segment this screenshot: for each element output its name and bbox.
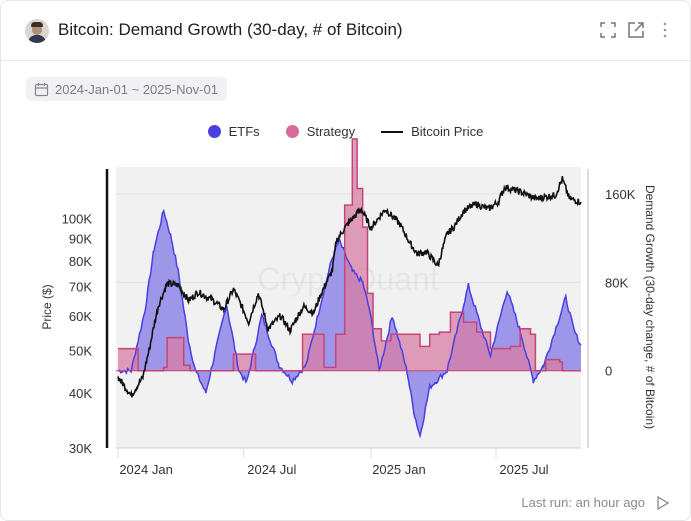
left-tick-label: 60K	[69, 309, 92, 324]
x-tick-label: 2025 Jan	[372, 462, 426, 477]
x-tick-label: 2024 Jul	[247, 462, 296, 477]
legend-item-bitcoin-price[interactable]: Bitcoin Price	[381, 124, 483, 139]
left-tick-label: 80K	[69, 254, 92, 269]
date-range-label: 2024-Jan-01 ~ 2025-Nov-01	[55, 81, 218, 97]
series-layer	[116, 138, 582, 439]
calendar-icon	[34, 82, 49, 96]
legend-item-etfs[interactable]: ETFs	[207, 124, 260, 139]
left-tick-label: 100K	[62, 211, 93, 226]
bitcoin-price-line	[117, 175, 582, 398]
external-link-icon[interactable]	[627, 21, 645, 39]
legend-item-strategy[interactable]: Strategy	[285, 124, 356, 139]
play-icon[interactable]	[656, 495, 670, 511]
chart-title: Bitcoin: Demand Growth (30-day, # of Bit…	[58, 20, 403, 39]
expand-icon[interactable]	[599, 21, 617, 39]
legend-swatch	[381, 130, 404, 133]
legend-swatch	[285, 125, 299, 138]
legend-label: ETFs	[228, 124, 260, 139]
chart-legend: ETFs Strategy Bitcoin Price	[0, 124, 691, 139]
x-tick-label: 2024 Jan	[119, 462, 173, 477]
x-tick-label: 2025 Jul	[499, 462, 548, 477]
left-axis-title: Price ($)	[40, 284, 54, 329]
right-axis-title: Demand Growth (30-day change, # of Bitco…	[643, 185, 657, 429]
legend-label: Bitcoin Price	[411, 124, 484, 139]
left-tick-label: 40K	[69, 386, 92, 401]
more-vertical-icon[interactable]	[656, 21, 674, 39]
legend-swatch	[207, 125, 221, 138]
left-tick-label: 70K	[69, 279, 92, 294]
card-header: Bitcoin: Demand Growth (30-day, # of Bit…	[0, 0, 691, 61]
right-tick-label: 160K	[605, 187, 636, 202]
right-tick-label: 80K	[605, 275, 628, 290]
date-range-picker[interactable]: 2024-Jan-01 ~ 2025-Nov-01	[26, 77, 227, 101]
avatar[interactable]	[25, 19, 49, 43]
left-tick-label: 90K	[69, 232, 92, 247]
strategy-area	[118, 138, 581, 371]
legend-label: Strategy	[306, 124, 356, 139]
left-tick-label: 50K	[69, 344, 92, 359]
left-tick-label: 30K	[69, 441, 92, 456]
etfs-line	[117, 208, 582, 439]
right-tick-label: 0	[605, 364, 612, 379]
last-run-status: Last run: an hour ago	[521, 495, 645, 510]
